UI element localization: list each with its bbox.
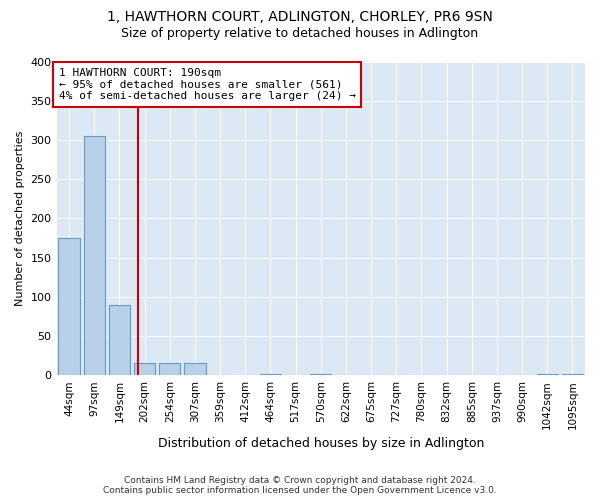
Bar xyxy=(109,304,130,375)
Bar xyxy=(159,364,181,375)
Text: 1 HAWTHORN COURT: 190sqm
← 95% of detached houses are smaller (561)
4% of semi-d: 1 HAWTHORN COURT: 190sqm ← 95% of detach… xyxy=(59,68,356,101)
X-axis label: Distribution of detached houses by size in Adlington: Distribution of detached houses by size … xyxy=(158,437,484,450)
Y-axis label: Number of detached properties: Number of detached properties xyxy=(15,130,25,306)
Bar xyxy=(58,238,80,375)
Bar xyxy=(184,364,206,375)
Bar xyxy=(562,374,583,375)
Bar xyxy=(83,136,105,375)
Text: Contains HM Land Registry data © Crown copyright and database right 2024.
Contai: Contains HM Land Registry data © Crown c… xyxy=(103,476,497,495)
Bar xyxy=(310,374,331,375)
Bar xyxy=(134,364,155,375)
Bar xyxy=(260,374,281,375)
Text: 1, HAWTHORN COURT, ADLINGTON, CHORLEY, PR6 9SN: 1, HAWTHORN COURT, ADLINGTON, CHORLEY, P… xyxy=(107,10,493,24)
Bar xyxy=(536,374,558,375)
Text: Size of property relative to detached houses in Adlington: Size of property relative to detached ho… xyxy=(121,28,479,40)
